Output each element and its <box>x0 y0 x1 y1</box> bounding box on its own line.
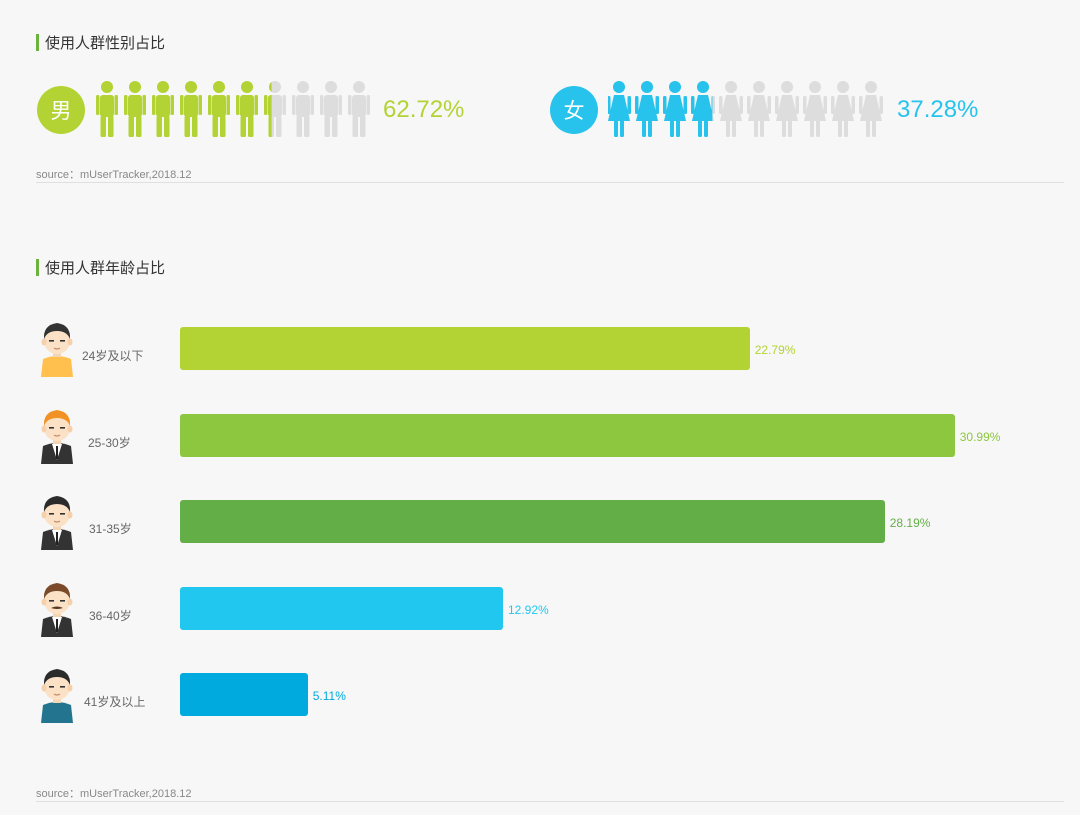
female-pictograph <box>608 81 883 137</box>
female-person-icon <box>719 81 743 137</box>
age-bar-value-label: 28.19% <box>889 516 931 530</box>
female-filled-portion <box>608 81 713 137</box>
female-percentage: 37.28% <box>897 96 979 123</box>
age-bar <box>180 500 885 543</box>
male-person-icon <box>348 81 370 137</box>
age-section-title: 使用人群年龄占比 <box>36 257 165 278</box>
male-person-icon-filled <box>180 81 202 137</box>
female-person-icon <box>803 81 827 137</box>
female-person-icon <box>859 81 883 137</box>
age-bar <box>180 586 503 630</box>
age-avatar-icon <box>37 577 77 642</box>
age-bar-value-label: 30.99% <box>959 429 1001 444</box>
male-person-icon-filled <box>96 81 118 137</box>
male-person-icon-filled <box>152 81 174 137</box>
male-person-icon-filled <box>236 81 258 137</box>
age-category-label: 24岁及以下 <box>82 349 144 363</box>
age-bar-value-label: 5.11% <box>312 689 346 703</box>
age-category-label: 41岁及以上 <box>84 695 146 709</box>
male-pictograph <box>96 81 370 137</box>
age-divider <box>36 801 1064 802</box>
age-source: source：mUserTracker,2018.12 <box>36 788 192 800</box>
male-percentage: 62.72% <box>383 96 465 123</box>
male-person-icon-filled <box>208 81 230 137</box>
age-bar-value-label: 22.79% <box>754 343 796 357</box>
male-person-icon <box>292 81 314 137</box>
age-bar <box>180 413 955 457</box>
male-person-icon-filled <box>264 82 272 137</box>
male-person-icon-filled <box>124 81 146 137</box>
age-avatar-icon <box>37 317 77 382</box>
age-bar-value-label: 12.92% <box>508 602 549 617</box>
age-avatar-icon <box>37 404 77 469</box>
female-badge: 女 <box>550 86 598 134</box>
age-category-label: 25-30岁 <box>88 435 131 450</box>
male-badge: 男 <box>37 86 85 134</box>
male-person-icon <box>320 81 342 137</box>
female-person-icon-filled <box>635 81 659 137</box>
gender-divider <box>36 182 1064 183</box>
title-accent-bar <box>36 34 39 51</box>
gender-section-title: 使用人群性别占比 <box>36 32 165 53</box>
gender-source: source：mUserTracker,2018.12 <box>36 169 192 181</box>
age-category-label: 36-40岁 <box>89 608 132 623</box>
female-person-icon <box>831 81 855 137</box>
title-accent-bar <box>36 259 39 276</box>
female-person-icon-filled <box>691 81 713 137</box>
age-category-label: 31-35岁 <box>89 522 132 536</box>
female-person-icon <box>775 81 799 137</box>
female-person-icon-filled <box>608 81 631 137</box>
age-avatar-icon <box>37 663 77 728</box>
age-avatar-icon <box>37 490 77 555</box>
female-person-icon <box>747 81 771 137</box>
male-filled-portion <box>96 81 272 137</box>
female-person-icon-filled <box>663 81 687 137</box>
age-bar <box>180 327 750 370</box>
age-title-text: 使用人群年龄占比 <box>45 260 166 277</box>
gender-title-text: 使用人群性别占比 <box>45 35 166 52</box>
age-bar <box>180 673 308 716</box>
